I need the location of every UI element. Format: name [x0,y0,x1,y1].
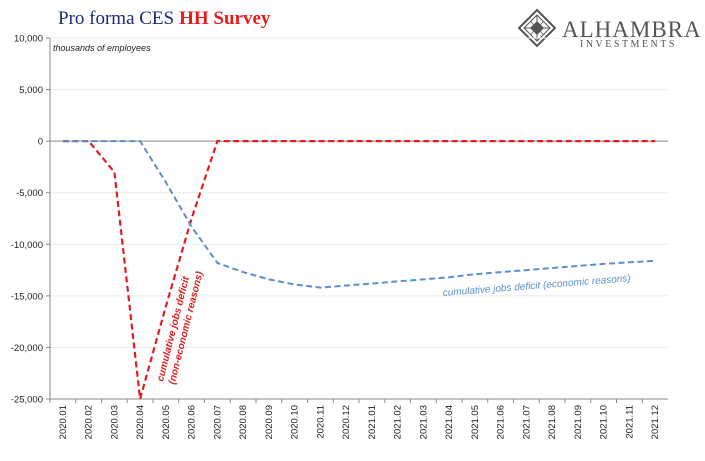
diamond-logo-icon [517,8,557,48]
x-tick-label: 2021.12 [650,405,661,439]
x-tick-label: 2020.10 [290,405,301,439]
series-line-non-economic [62,140,656,400]
y-axis: 10,000 5,000 0 -5,000 -10,000 -15,000 -20,000 -… [11,34,51,406]
x-axis: 2020.01 2020.02 2020.03 2020.04 2020.05 2020.… [49,140,668,439]
x-tick-label: 2021.10 [599,405,610,439]
annotation-economic: cumulative jobs deficit (economic reason… [442,273,631,299]
x-tick-label: 2021.11 [624,405,635,439]
chart-title-part2: HH Survey [179,8,271,29]
x-tick-label: 2021.02 [393,405,404,439]
y-tick-label: 10,000 [14,34,43,45]
alhambra-logo: ALHAMBRA INVESTMENTS [517,8,701,50]
x-tick-label: 2021.07 [521,405,532,439]
y-tick-label: -15,000 [11,291,43,302]
x-tick-label: 2020.09 [264,405,275,439]
x-tick-label: 2020.12 [341,405,352,439]
x-tick-label: 2020.06 [187,405,198,439]
x-tick-label: 2020.03 [109,405,120,439]
annotation-non-economic: cumulative jobs deficit (non-economic re… [155,267,206,386]
x-tick-label: 2020.08 [238,405,249,439]
annotation-economic-text: cumulative jobs deficit (economic reason… [442,273,631,299]
x-tick-label: 2020.02 [84,405,95,439]
x-tick-label: 2021.03 [418,405,429,439]
x-tick-label: 2020.11 [315,405,326,439]
x-tick-label: 2021.01 [367,405,378,439]
x-tick-label: 2021.08 [547,405,558,439]
x-tick-label: 2020.04 [135,405,146,439]
x-tick-label: 2021.06 [496,405,507,439]
x-tick-label: 2020.05 [161,405,172,439]
y-tick-label: 5,000 [19,85,43,96]
y-tick-label: -20,000 [11,343,43,354]
y-tick-label: -5,000 [16,188,43,199]
x-tick-label: 2020.07 [212,405,223,439]
chart-title-part1: Pro forma CES [58,8,174,29]
x-tick-label: 2021.04 [444,405,455,439]
grid [50,37,668,400]
x-tick-label: 2021.09 [573,405,584,439]
chart-title: Pro forma CES HH Survey [58,8,271,29]
y-tick-label: 0 [38,137,43,148]
y-tick-label: -25,000 [11,395,43,406]
series-lines [62,140,656,400]
logo-tagline: INVESTMENTS [580,39,677,50]
x-tick-label: 2020.01 [58,405,69,439]
x-tick-label: 2021.05 [470,405,481,439]
units-label: thousands of employees [53,43,151,53]
series-line-economic [62,140,656,289]
y-tick-label: -10,000 [11,240,43,251]
